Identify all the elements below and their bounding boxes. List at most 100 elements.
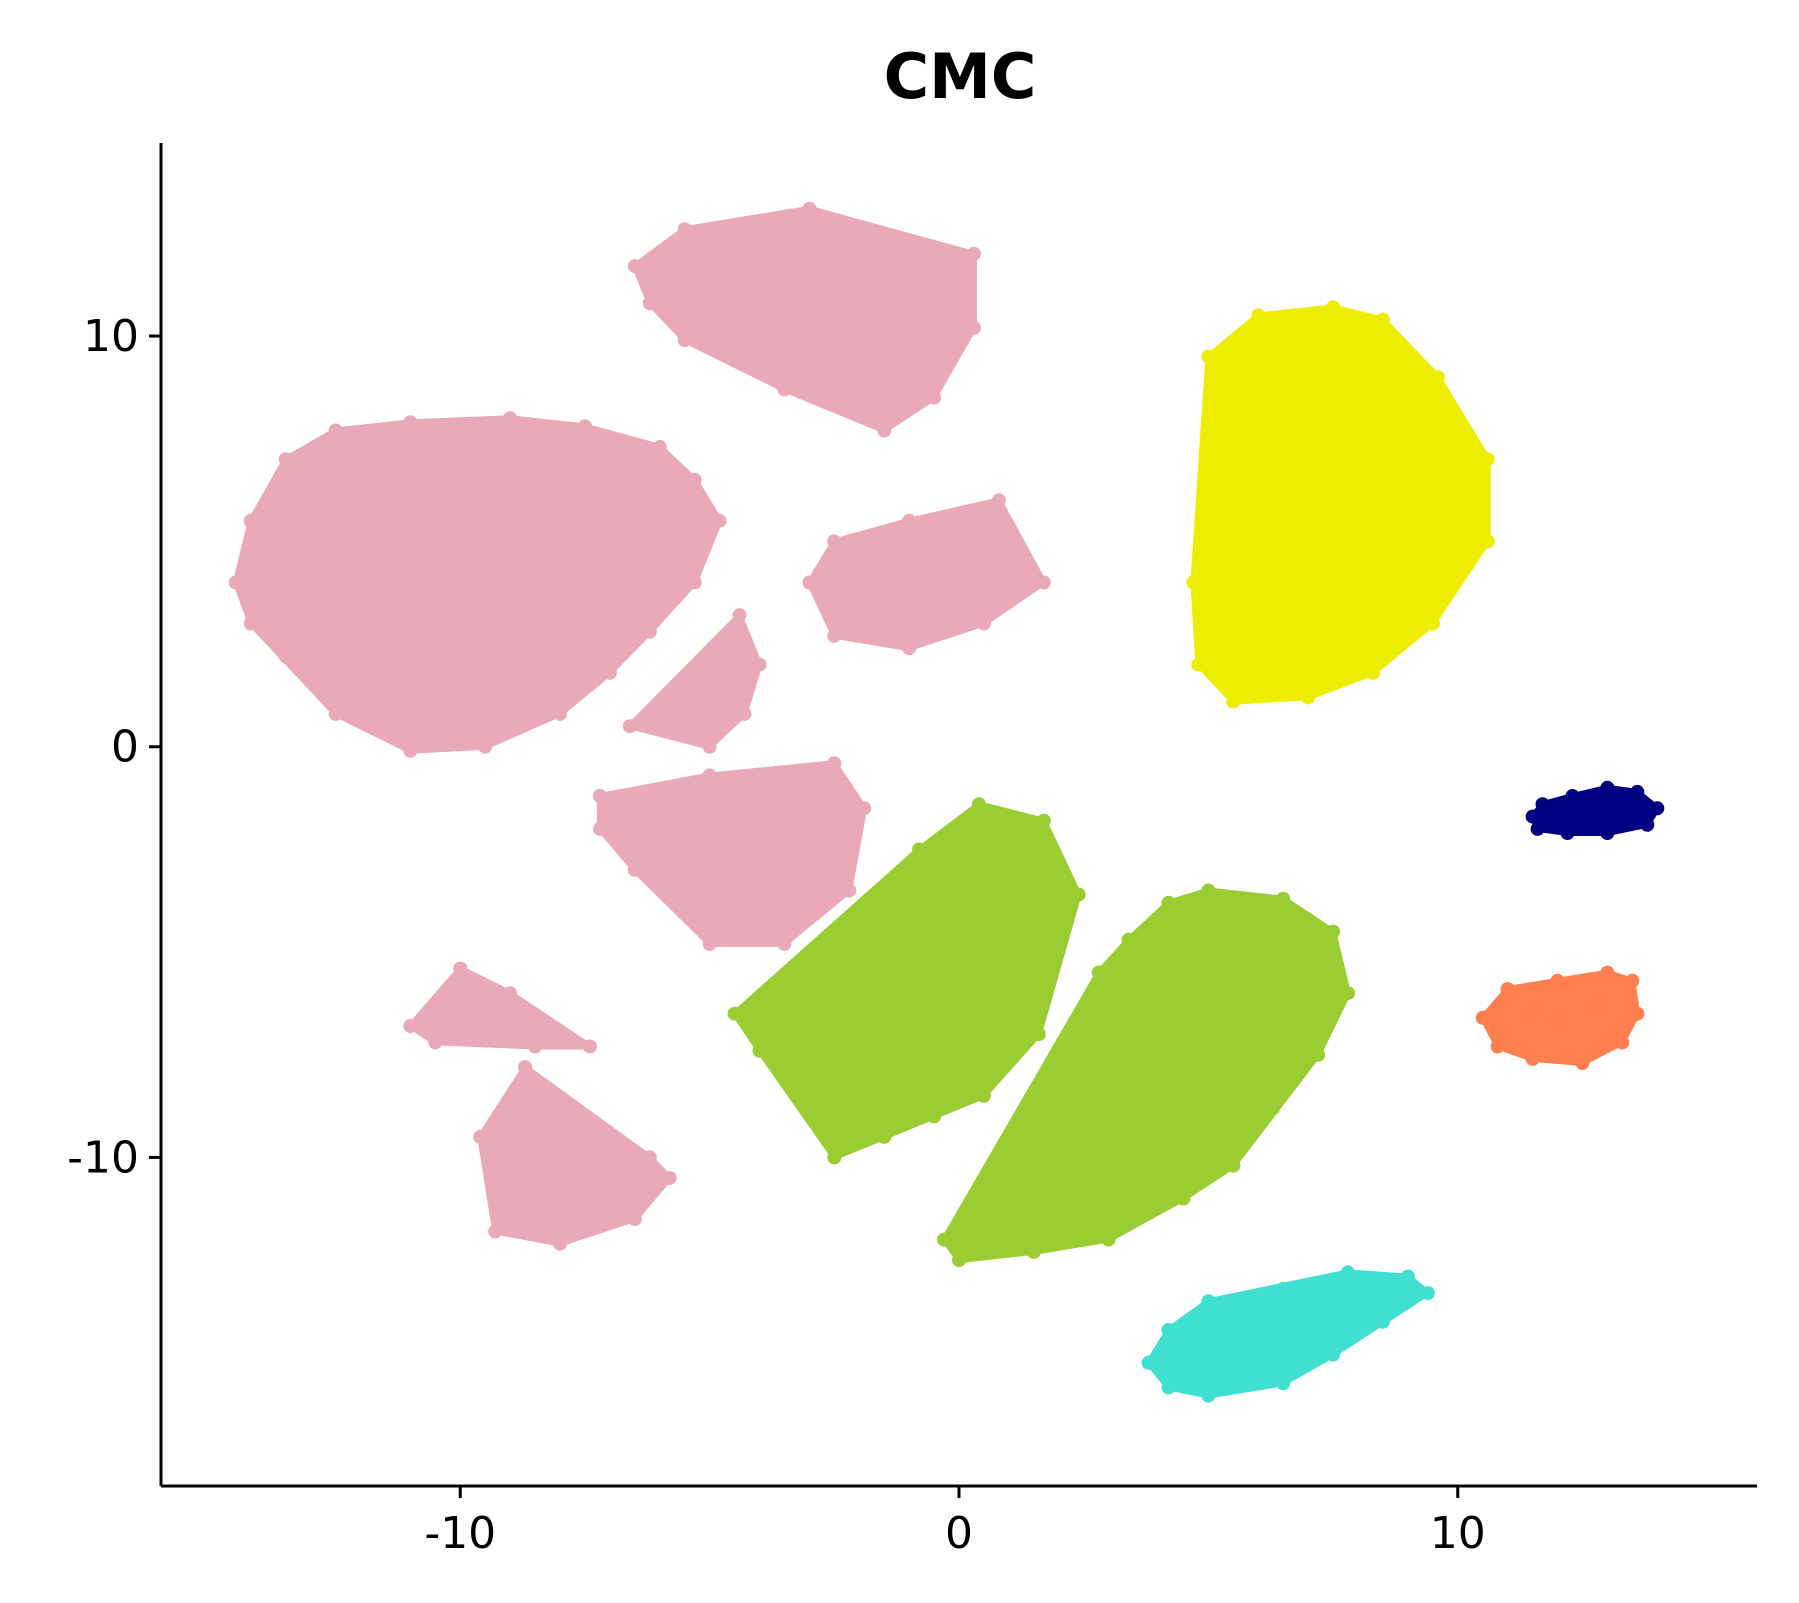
scatter-point [1375, 411, 1390, 426]
scatter-point [1036, 575, 1051, 590]
scatter-point [528, 1039, 543, 1054]
scatter-point [827, 756, 842, 771]
scatter-point [1525, 1051, 1540, 1066]
scatter-point [1226, 694, 1241, 709]
scatter-point [1276, 1376, 1291, 1391]
scatter-point [1326, 1347, 1341, 1362]
scatter-point [877, 226, 892, 241]
scatter-point [777, 382, 792, 397]
scatter-point [1420, 1286, 1435, 1300]
scatter-point [702, 768, 717, 783]
scatter-point [1251, 637, 1266, 652]
scatter-point [1251, 575, 1266, 590]
scatter-point [991, 493, 1006, 508]
scatter-point [1326, 1294, 1341, 1309]
scatter-point [752, 657, 767, 672]
scatter-point [1266, 1101, 1281, 1116]
scatter-point [403, 415, 418, 430]
scatter-point [553, 1183, 567, 1198]
scatter-point [976, 534, 991, 549]
scatter-point [1026, 1244, 1041, 1259]
scatter-point [553, 706, 567, 721]
scatter-point [677, 222, 692, 237]
scatter-point [1590, 998, 1605, 1013]
scatter-point [428, 1035, 443, 1050]
scatter-point [702, 936, 717, 951]
scatter-point [1251, 1364, 1266, 1378]
scatter-point [1326, 924, 1341, 939]
scatter-point [1071, 887, 1086, 902]
scatter-point [1600, 780, 1615, 795]
scatter-point [877, 1129, 892, 1144]
scatter-point [1226, 1068, 1241, 1083]
scatter-point [627, 862, 642, 877]
scatter-point [1475, 1010, 1490, 1025]
scatter-point [1241, 493, 1256, 508]
scatter-point [1326, 300, 1341, 315]
scatter-point [1400, 1269, 1415, 1284]
scatter-point [1525, 1006, 1540, 1021]
scatter-point [752, 821, 767, 836]
scatter-point [1151, 965, 1166, 980]
scatter-point [1051, 1191, 1066, 1206]
scatter-point [642, 1150, 657, 1165]
scatter-point [577, 419, 592, 434]
scatter-point [1176, 1191, 1191, 1206]
scatter-point [627, 259, 642, 274]
scatter-point [1565, 789, 1580, 803]
scatter-point [1341, 1265, 1355, 1280]
scatter-point [912, 842, 927, 857]
scatter-point [902, 513, 917, 528]
scatter-point [652, 439, 667, 454]
scatter-point [877, 932, 892, 947]
scatter-point [1101, 1006, 1116, 1021]
scatter-point [503, 1171, 518, 1185]
scatter-point [852, 1006, 867, 1021]
scatter-point [1530, 821, 1545, 836]
scatter-point [857, 801, 872, 816]
scatter-point [1201, 1388, 1216, 1403]
scatter-point [478, 739, 493, 754]
scatter-point [877, 596, 892, 610]
scatter-point [1201, 349, 1216, 364]
scatter-point [662, 698, 677, 713]
scatter-point [976, 1088, 991, 1103]
scatter-point [1630, 784, 1645, 799]
scatter-point [802, 575, 817, 590]
scatter-point [976, 1051, 991, 1066]
scatter-point [1311, 1047, 1326, 1062]
scatter-point [622, 719, 637, 734]
scatter-point [228, 575, 243, 590]
scatter-point [952, 1006, 966, 1021]
scatter-point [1186, 575, 1201, 590]
scatter-point [1430, 370, 1445, 385]
scatter-points [228, 201, 1665, 1403]
scatter-point [1141, 1355, 1156, 1370]
scatter-point [1500, 982, 1515, 996]
scatter-point [1226, 1335, 1241, 1350]
scatter-point [503, 411, 518, 426]
scatter-point [1111, 1068, 1126, 1083]
scatter-point [971, 797, 986, 812]
scatter-point [677, 333, 692, 348]
scatter-point [852, 267, 867, 282]
scatter-point [802, 982, 817, 996]
x-tick-label: -10 [424, 1508, 496, 1559]
scatter-point [1276, 390, 1291, 405]
scatter-point [1326, 493, 1341, 508]
scatter-point [592, 789, 607, 803]
scatter-point [328, 423, 343, 438]
scatter-point [702, 678, 717, 693]
scatter-point [1480, 534, 1495, 549]
scatter-point [1600, 965, 1615, 980]
scatter-point [752, 288, 767, 302]
scatter-point [737, 706, 752, 721]
scatter-point [592, 821, 607, 836]
cluster-6 [477, 1064, 673, 1247]
scatter-point [802, 1068, 817, 1083]
scatter-point [1126, 1142, 1141, 1157]
cluster-3 [806, 497, 1047, 652]
x-tick-label: 0 [945, 1508, 973, 1559]
scatter-point [1121, 932, 1136, 947]
